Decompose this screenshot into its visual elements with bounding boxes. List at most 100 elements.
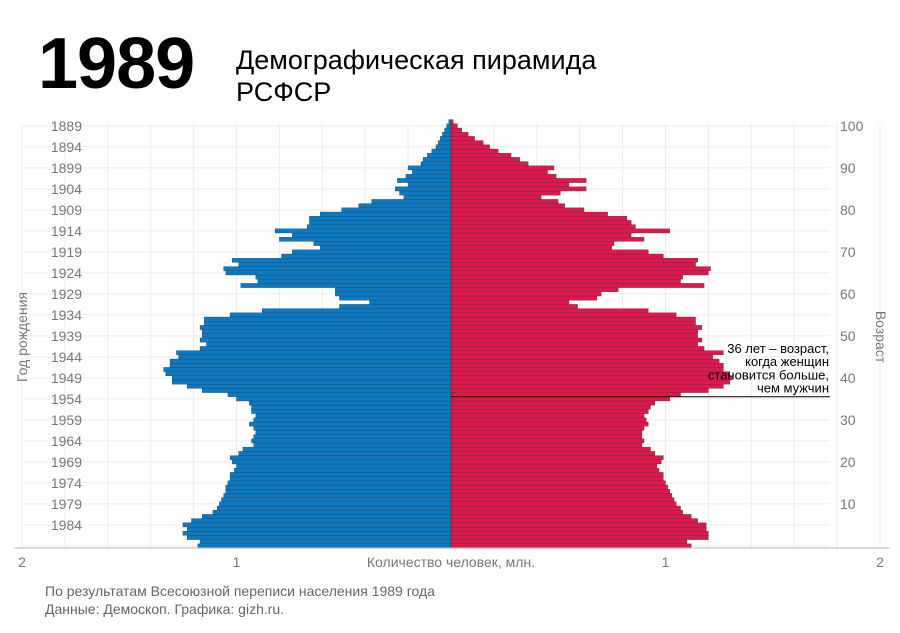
x-tick: 1 [233, 554, 241, 570]
bar-male [238, 262, 452, 267]
birth-year-tick: 1979 [51, 496, 82, 512]
bar-female [450, 291, 602, 297]
bar-male [171, 379, 452, 385]
bar-male [206, 342, 452, 347]
bar-male [238, 451, 452, 456]
bar-male [292, 232, 452, 238]
bar-female [450, 535, 709, 540]
footer: По результатам Всесоюзной переписи насел… [45, 582, 435, 618]
labels: 1889 1894 1899 1904 1909 1914 1919 1924 1929 1934… [14, 118, 889, 570]
bar-female [450, 270, 709, 276]
bar-male [399, 190, 452, 196]
bar-female [450, 438, 645, 444]
bar-male [236, 396, 452, 402]
annotation-text: чем мужчин [757, 381, 829, 396]
bar-female [450, 186, 587, 192]
bar-male [448, 119, 452, 124]
bar-female [450, 510, 683, 515]
bar-male [240, 283, 452, 288]
bar-female [450, 190, 561, 196]
bar-male [202, 333, 452, 339]
bar-male [341, 207, 452, 213]
bar-male [186, 535, 452, 540]
bar-male [307, 224, 452, 229]
birth-year-tick: 1984 [51, 517, 82, 533]
bar-female [450, 199, 559, 204]
bar-female [450, 232, 632, 238]
bars [163, 119, 733, 549]
birth-year-tick: 1889 [51, 118, 82, 134]
age-tick: 10 [840, 496, 856, 512]
bar-female [450, 195, 542, 200]
bar-female [450, 207, 585, 213]
bar-male [319, 245, 452, 250]
birth-year-tick: 1904 [51, 181, 82, 197]
bar-female [450, 283, 705, 288]
bar-male [229, 312, 452, 318]
bar-female [450, 400, 655, 406]
bar-male [412, 169, 452, 175]
bar-female [450, 522, 707, 528]
age-tick: 70 [840, 244, 856, 260]
birth-year-tick: 1949 [51, 370, 82, 386]
title-line-1: Демографическая пирамида [236, 45, 597, 75]
bar-male [169, 363, 452, 368]
bar-male [191, 518, 452, 523]
bar-male [369, 300, 452, 305]
bar-male [253, 426, 452, 431]
bar-male [407, 165, 452, 171]
bar-female [450, 539, 688, 544]
bar-female [450, 333, 698, 339]
bar-female [450, 421, 649, 427]
bar-male [334, 287, 452, 292]
bar-female [450, 136, 475, 141]
age-tick: 40 [840, 370, 856, 386]
bar-male [204, 316, 452, 322]
age-tick: 80 [840, 202, 856, 218]
bar-female [450, 237, 645, 242]
age-tick: 60 [840, 286, 856, 302]
bar-female [450, 253, 664, 259]
bar-female [450, 337, 703, 343]
bar-male [223, 266, 452, 271]
bar-male [281, 253, 452, 259]
bar-female [450, 497, 675, 502]
birth-year-tick: 1919 [51, 244, 82, 260]
age-tick: 20 [840, 454, 856, 470]
bar-male [223, 493, 452, 498]
bar-female [450, 451, 655, 456]
bar-female [450, 409, 649, 414]
bar-female [450, 127, 462, 133]
bar-male [204, 321, 452, 326]
bar-male [186, 526, 452, 532]
bar-female [450, 241, 615, 246]
bar-male [219, 501, 452, 507]
bar-female [450, 384, 724, 389]
title-line-2: РСФСР [236, 77, 332, 107]
bar-female [450, 354, 713, 360]
axes [14, 124, 890, 549]
bar-male [442, 132, 452, 137]
bar-male [249, 400, 452, 406]
bar-male [225, 489, 452, 494]
bar-male [165, 371, 452, 376]
source-note: По результатам Всесоюзной переписи насел… [45, 583, 435, 599]
bar-female [450, 169, 548, 175]
bar-male [251, 409, 452, 414]
bar-female [450, 308, 649, 313]
bar-female [450, 526, 707, 532]
bar-male [253, 442, 452, 448]
bar-male [431, 148, 452, 154]
birth-year-tick: 1894 [51, 139, 82, 155]
bar-male [371, 199, 452, 204]
bar-male [397, 178, 452, 183]
bar-male [171, 375, 452, 381]
age-tick: 100 [840, 118, 864, 134]
bar-male [227, 392, 452, 397]
bar-female [450, 304, 578, 309]
bar-male [232, 258, 452, 263]
birth-year-tick: 1899 [51, 160, 82, 176]
bar-female [450, 518, 698, 523]
bar-male [178, 354, 452, 360]
